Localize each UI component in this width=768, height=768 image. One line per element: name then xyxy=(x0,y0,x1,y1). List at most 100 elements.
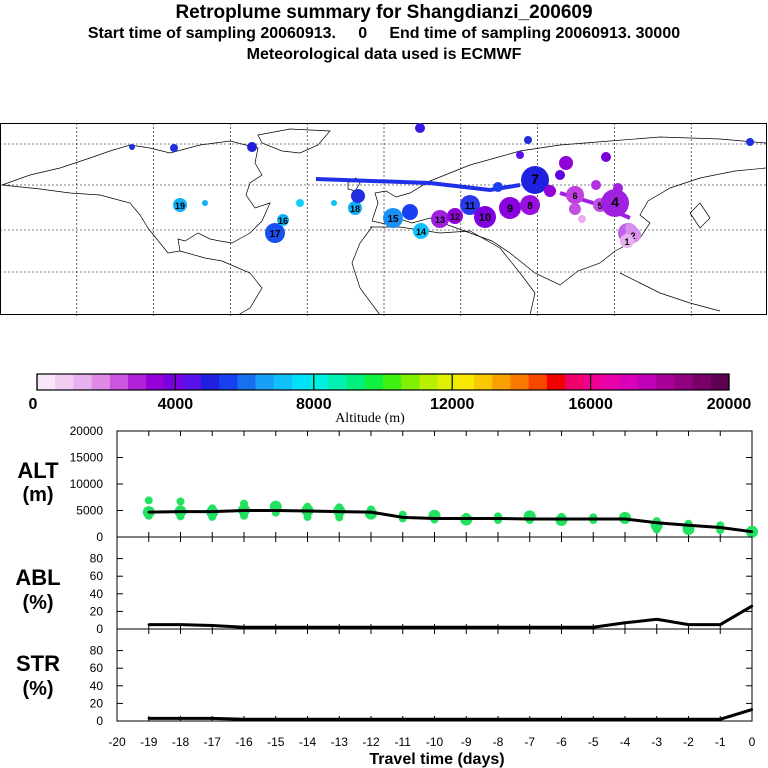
plume-particle xyxy=(247,142,257,152)
plume-particle xyxy=(555,170,565,180)
altitude-series-point xyxy=(179,510,182,513)
altitude-series-point xyxy=(433,517,436,520)
plume-label: 17 xyxy=(269,229,281,240)
altitude-colorbar: 0 4000 8000 12000 16000 20000 Altitude (m) xyxy=(29,373,751,426)
x-tick-label: -6 xyxy=(556,735,567,749)
x-tick-label: -7 xyxy=(524,735,535,749)
str-series-point xyxy=(465,718,468,721)
str-series-point xyxy=(592,718,595,721)
str-ytick-label: 80 xyxy=(90,644,104,658)
colorbar-cell xyxy=(346,374,366,390)
plume-particle xyxy=(559,156,573,170)
abl-series-point xyxy=(528,626,531,629)
altitude-scatter-point xyxy=(652,525,661,534)
plume-label: 6 xyxy=(572,191,577,201)
str-ytick-label: 0 xyxy=(96,714,103,728)
colorbar-tick-label: 16000 xyxy=(568,396,613,413)
plume-particle xyxy=(601,152,611,162)
colorbar-cell xyxy=(364,374,384,390)
plume-circle xyxy=(521,166,549,194)
plume-label: 8 xyxy=(527,201,533,212)
colorbar-cell xyxy=(37,374,56,390)
abl-panel-label: ABL (%) xyxy=(15,565,60,614)
x-tick-label: -11 xyxy=(395,735,412,749)
coastlines xyxy=(1,128,767,316)
plume-circle xyxy=(474,206,496,228)
x-tick-label: -8 xyxy=(493,735,504,749)
plume-circle xyxy=(601,189,629,217)
str-series-point xyxy=(369,718,373,721)
plume-particle xyxy=(331,200,337,206)
eurasia-south-outline xyxy=(371,167,767,286)
colorbar-cell xyxy=(73,374,93,390)
colorbar-cell xyxy=(637,374,657,390)
south-america-outline xyxy=(179,250,263,316)
plume-label: 19 xyxy=(175,201,185,211)
str-ytick-label: 40 xyxy=(90,679,104,693)
colorbar-cell xyxy=(601,374,621,390)
x-tick-label: -17 xyxy=(204,735,222,749)
x-tick-label: -20 xyxy=(108,735,126,749)
altitude-series-point xyxy=(623,517,627,521)
plume-circle xyxy=(499,197,521,219)
altitude-series-point xyxy=(465,517,468,520)
abl-series-point xyxy=(465,626,468,629)
plume-particle xyxy=(746,138,754,146)
altitude-scatter-point xyxy=(176,497,185,506)
colorbar-cell xyxy=(383,374,402,390)
alt-panel-label: ALT (m) xyxy=(17,458,59,506)
str-series-point xyxy=(528,718,531,721)
abl-unit: (%) xyxy=(22,592,53,614)
str-series-point xyxy=(179,717,182,720)
altitude-scatter-point xyxy=(144,496,153,505)
colorbar-ticks: 0 4000 8000 12000 16000 20000 xyxy=(29,374,751,413)
colorbar-cell xyxy=(164,374,184,390)
plot-panels: 20000 15000 10000 5000 0 80 60 40 20 0 80 60 40 20 0 xyxy=(70,425,758,728)
plume-circle xyxy=(413,223,429,239)
x-tick-label: -18 xyxy=(172,735,190,749)
plume-label: 14 xyxy=(416,227,426,237)
str-unit: (%) xyxy=(22,678,53,700)
plume-particle xyxy=(591,180,601,190)
altitude-scatter-point xyxy=(303,512,312,521)
plume-particle xyxy=(516,151,524,159)
colorbar-cell xyxy=(182,374,202,390)
altitude-scatter-point xyxy=(335,513,344,522)
plume-circle xyxy=(566,186,584,204)
x-tick-label: -4 xyxy=(620,735,631,749)
abl-series-point xyxy=(306,626,309,629)
abl-series-point xyxy=(433,626,436,629)
abl-series-point xyxy=(560,626,563,629)
met-data-note: Meteorological data used is ECMWF xyxy=(246,46,522,63)
abl-series-point xyxy=(242,626,246,629)
colorbar-cell xyxy=(255,374,275,390)
altitude-panel: 20000 15000 10000 5000 0 xyxy=(70,425,758,544)
abl-series-point xyxy=(750,604,754,608)
abl-series-point xyxy=(623,621,627,625)
plume-circle xyxy=(265,223,285,243)
africa-west-outline xyxy=(351,226,381,316)
plume-particle xyxy=(296,199,304,207)
plume-particle xyxy=(129,144,135,150)
colorbar-cell xyxy=(656,374,675,390)
colorbar-cell xyxy=(528,374,548,390)
altitude-series-point xyxy=(496,517,500,520)
eurasia-north-outline xyxy=(371,136,767,222)
str-ytick-label: 60 xyxy=(90,661,104,675)
x-tick-label: -19 xyxy=(140,735,158,749)
figure-title: Retroplume summary for Shangdianzi_20060… xyxy=(175,2,593,23)
colorbar-cell xyxy=(455,374,475,390)
plume-particle xyxy=(613,183,623,193)
alt-unit: (m) xyxy=(22,484,53,506)
colorbar-cell xyxy=(200,374,220,390)
altitude-series-point xyxy=(655,521,658,524)
abl-series-point xyxy=(496,626,500,629)
plume-label: 12 xyxy=(450,212,460,222)
plume-label: 7 xyxy=(531,171,539,187)
colorbar-cell xyxy=(474,374,493,390)
abl-series-point xyxy=(274,626,277,629)
colorbar-cell xyxy=(273,374,293,390)
plume-label: 1 xyxy=(624,237,629,247)
altitude-series-point xyxy=(211,510,214,513)
plume-label: 15 xyxy=(387,214,399,225)
